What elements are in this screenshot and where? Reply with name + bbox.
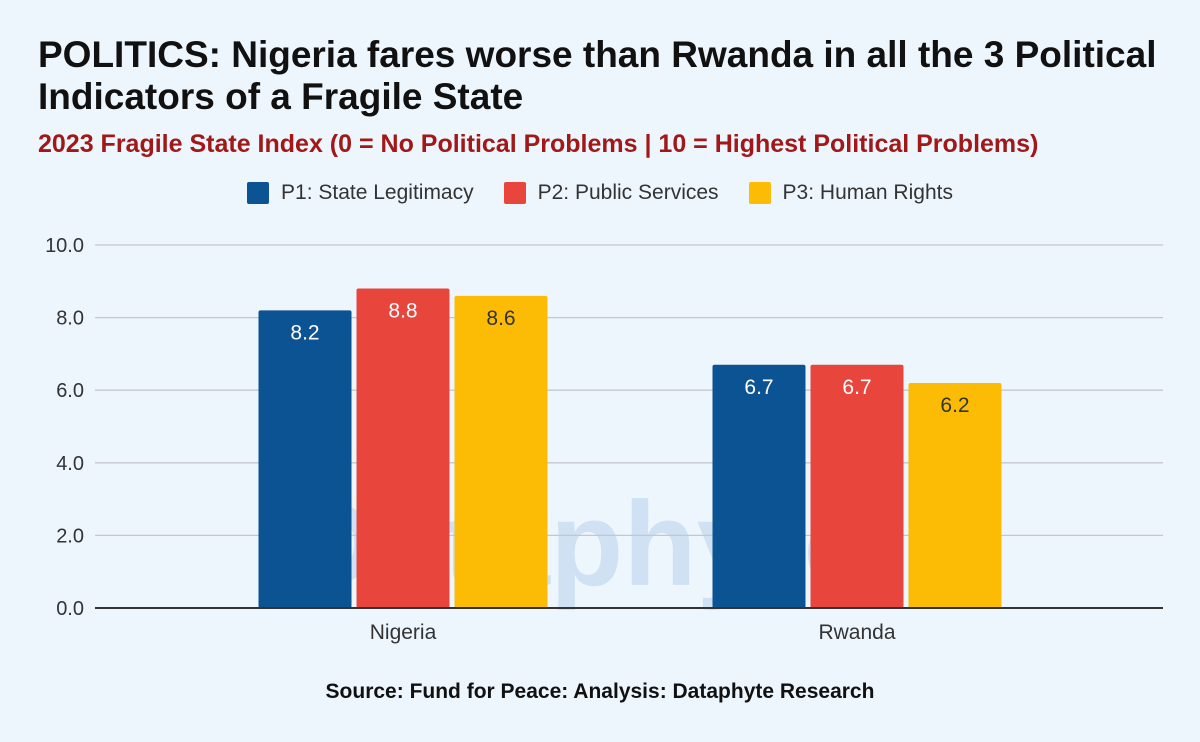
legend-label-p3: P3: Human Rights: [782, 181, 953, 204]
y-tick-label: 2.0: [56, 525, 84, 547]
chart-subtitle: 2023 Fragile State Index (0 = No Politic…: [38, 130, 1039, 158]
data-label: 6.7: [744, 376, 773, 399]
x-category-label: Rwanda: [818, 621, 895, 644]
x-category-label: Nigeria: [370, 621, 437, 644]
legend-item-p1: P1: State Legitimacy: [247, 181, 474, 205]
data-label: 6.7: [842, 376, 871, 399]
bar: [454, 295, 548, 608]
source-note: Source: Fund for Peace: Analysis: Dataph…: [325, 680, 875, 703]
data-label: 6.2: [940, 394, 969, 417]
bar: [908, 382, 1002, 608]
legend: P1: State Legitimacy P2: Public Services…: [0, 181, 1200, 205]
data-label: 8.2: [290, 321, 319, 344]
y-tick-label: 0.0: [56, 598, 84, 620]
bar: [356, 288, 450, 608]
y-tick-label: 4.0: [56, 453, 84, 475]
legend-swatch-p2: [503, 182, 526, 204]
y-tick-label: 8.0: [56, 308, 84, 330]
legend-item-p2: P2: Public Services: [503, 181, 719, 205]
bar: [258, 310, 352, 608]
data-label: 8.6: [486, 307, 515, 330]
legend-label-p2: P2: Public Services: [537, 181, 719, 204]
legend-item-p3: P3: Human Rights: [748, 181, 953, 205]
y-tick-label: 6.0: [56, 380, 84, 402]
data-label: 8.8: [388, 300, 417, 323]
y-tick-label: 10.0: [45, 235, 84, 257]
bar: [810, 364, 904, 608]
legend-label-p1: P1: State Legitimacy: [281, 181, 474, 204]
bar: [712, 364, 806, 608]
legend-swatch-p1: [247, 182, 270, 204]
chart-title: POLITICS: Nigeria fares worse than Rwand…: [38, 34, 1157, 117]
legend-swatch-p3: [748, 182, 771, 204]
